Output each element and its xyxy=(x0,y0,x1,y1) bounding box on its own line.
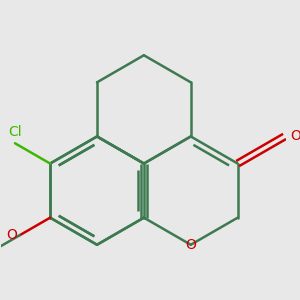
Text: O: O xyxy=(185,238,196,252)
Text: O: O xyxy=(6,228,17,242)
Text: Cl: Cl xyxy=(8,125,22,139)
Text: O: O xyxy=(290,130,300,143)
